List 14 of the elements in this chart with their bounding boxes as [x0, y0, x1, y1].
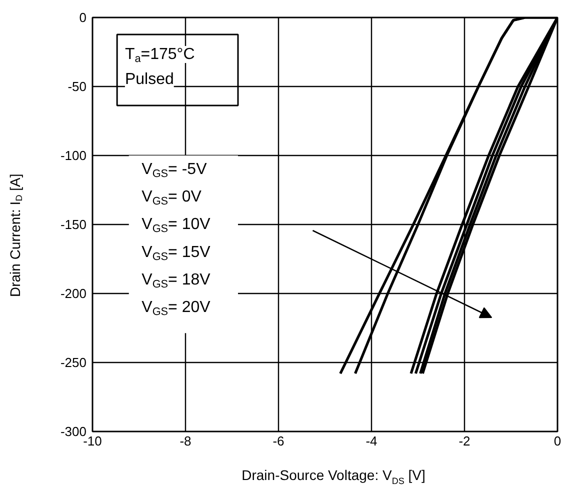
y-tick-label: 0 [79, 10, 87, 25]
x-tick-label: -4 [366, 434, 378, 448]
y-tick-label: -200 [60, 286, 87, 301]
x-tick-label: -6 [272, 434, 284, 448]
y-tick-label: -300 [60, 424, 87, 439]
x-axis-title: Drain-Source Voltage: V$_{DS}$ [V] [242, 466, 426, 488]
x-tick-label: -2 [458, 434, 470, 448]
y-tick-label: -50 [68, 79, 87, 94]
y-tick-label: -150 [60, 217, 87, 232]
x-tick-label: 0 [554, 434, 562, 448]
annotation: Pulsed [124, 71, 174, 88]
y-tick-label: -100 [60, 148, 87, 163]
x-tick-label: -8 [180, 434, 192, 448]
y-tick-label: -250 [60, 355, 87, 370]
